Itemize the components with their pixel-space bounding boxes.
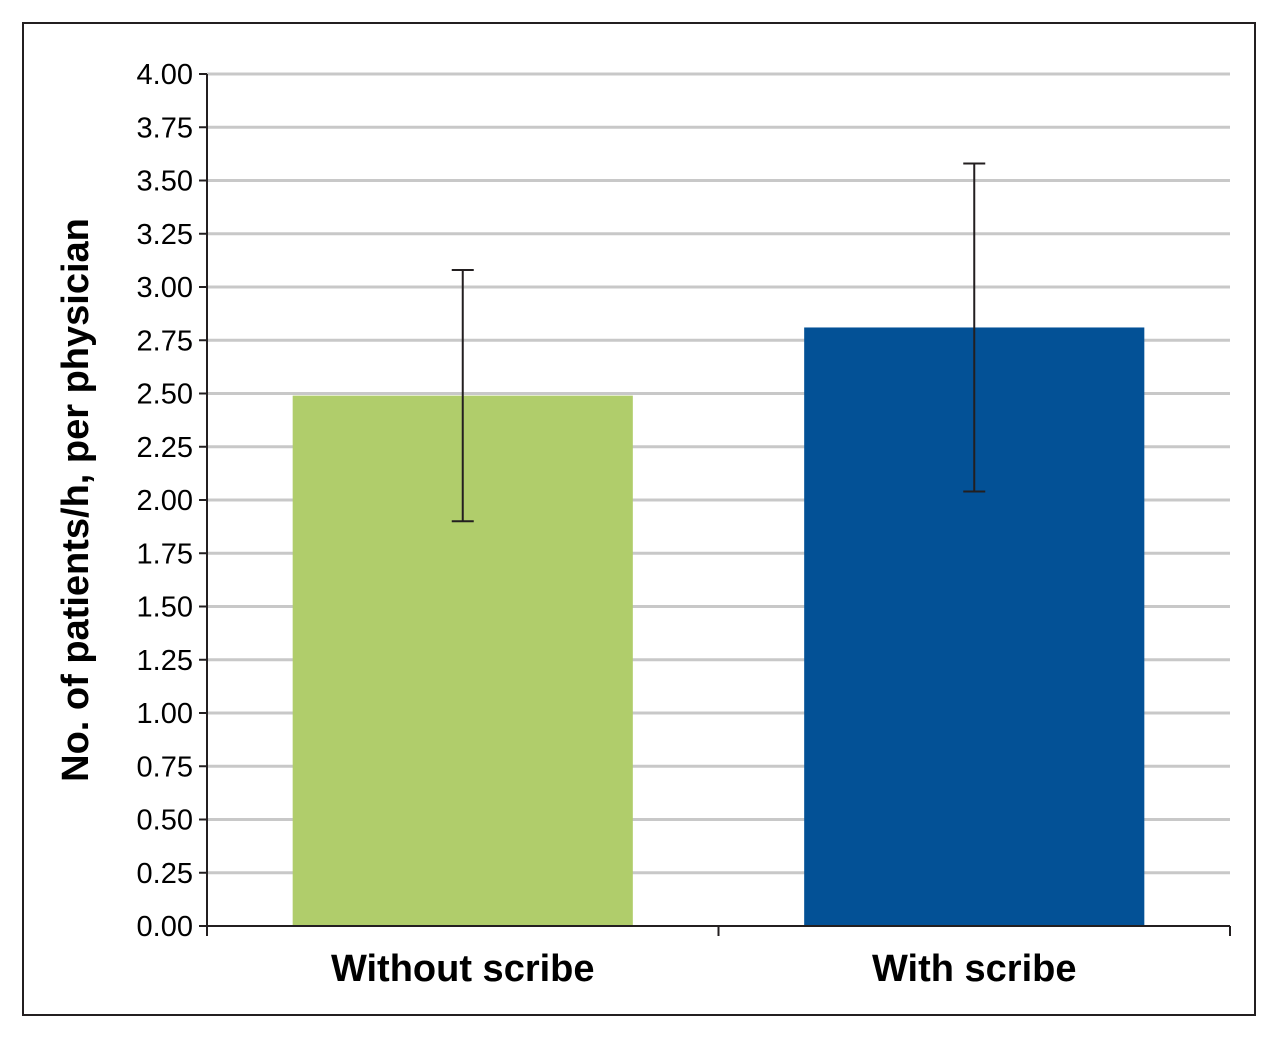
- y-tick-label: 3.00: [137, 272, 193, 304]
- x-category-labels: Without scribe With scribe: [331, 948, 1077, 990]
- y-tick-label: 1.50: [137, 592, 193, 624]
- y-tick-label: 4.00: [137, 59, 193, 91]
- axes: [199, 73, 1231, 936]
- y-tick-label: 1.25: [137, 645, 193, 677]
- y-tick-label: 2.75: [137, 325, 193, 357]
- y-tick-label: 0.50: [137, 805, 193, 837]
- y-tick-label: 0.25: [137, 858, 193, 890]
- x-category-label: Without scribe: [331, 948, 595, 990]
- y-tick-label: 3.50: [137, 166, 193, 198]
- y-tick-label: 2.00: [137, 485, 193, 517]
- y-tick-label: 1.00: [137, 698, 193, 730]
- y-axis-title: No. of patients/h, per physician: [55, 218, 97, 782]
- y-tick-labels: 0.00 0.25 0.50 0.75 1.00 1.25 1.50 1.75 2.00 2.25…: [137, 59, 193, 943]
- bars: [292, 327, 1145, 927]
- y-tick-label: 2.25: [137, 432, 193, 464]
- y-tick-label: 1.75: [137, 538, 193, 570]
- x-category-label: With scribe: [872, 948, 1076, 990]
- y-tick-label: 3.75: [137, 112, 193, 144]
- y-tick-label: 3.25: [137, 219, 193, 251]
- y-tick-label: 2.50: [137, 379, 193, 411]
- y-tick-label: 0.00: [137, 911, 193, 943]
- error-bars: [451, 162, 986, 523]
- y-tick-label: 0.75: [137, 751, 193, 783]
